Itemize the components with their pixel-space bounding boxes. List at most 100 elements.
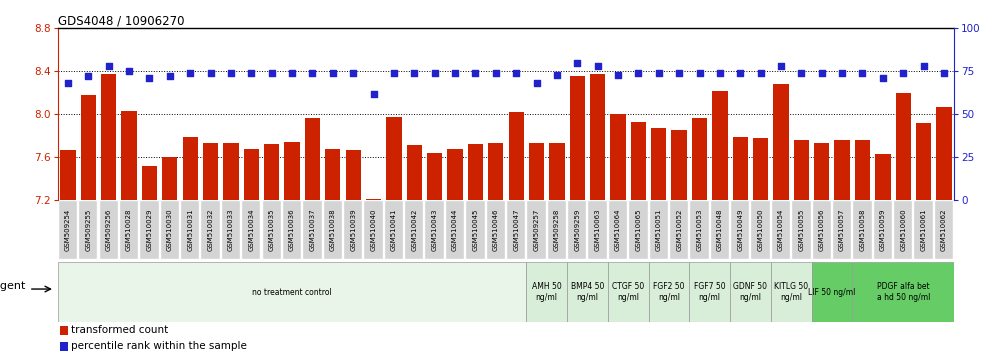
FancyBboxPatch shape xyxy=(201,201,220,259)
Text: GSM510039: GSM510039 xyxy=(351,209,357,251)
Text: GSM510043: GSM510043 xyxy=(431,209,437,251)
FancyBboxPatch shape xyxy=(324,201,342,259)
Text: GSM510060: GSM510060 xyxy=(900,209,906,251)
Bar xyxy=(509,112,524,200)
Text: GSM510062: GSM510062 xyxy=(941,209,947,251)
Bar xyxy=(366,199,381,200)
FancyBboxPatch shape xyxy=(527,201,546,259)
FancyBboxPatch shape xyxy=(894,201,912,259)
FancyBboxPatch shape xyxy=(303,201,322,259)
Bar xyxy=(671,130,687,200)
Point xyxy=(243,70,259,76)
FancyBboxPatch shape xyxy=(609,201,627,259)
Point xyxy=(570,60,586,65)
Point xyxy=(794,70,810,76)
FancyBboxPatch shape xyxy=(283,201,301,259)
Bar xyxy=(488,143,503,200)
Point xyxy=(386,70,402,76)
Bar xyxy=(285,142,300,200)
FancyBboxPatch shape xyxy=(222,201,240,259)
Text: CTGF 50
ng/ml: CTGF 50 ng/ml xyxy=(613,282,644,302)
FancyBboxPatch shape xyxy=(914,201,933,259)
Text: no treatment control: no treatment control xyxy=(252,287,332,297)
FancyBboxPatch shape xyxy=(935,201,953,259)
Bar xyxy=(244,149,259,200)
Bar xyxy=(264,144,279,200)
Bar xyxy=(611,114,625,200)
FancyBboxPatch shape xyxy=(59,201,77,259)
FancyBboxPatch shape xyxy=(648,262,689,322)
FancyBboxPatch shape xyxy=(690,201,709,259)
FancyBboxPatch shape xyxy=(425,201,444,259)
Text: GSM509257: GSM509257 xyxy=(534,209,540,251)
Text: GSM510035: GSM510035 xyxy=(269,209,275,251)
FancyBboxPatch shape xyxy=(731,201,749,259)
Text: GSM510042: GSM510042 xyxy=(411,209,417,251)
Text: GSM510053: GSM510053 xyxy=(696,209,702,251)
Point xyxy=(141,75,157,81)
Bar xyxy=(182,137,198,200)
Text: GSM509258: GSM509258 xyxy=(554,209,560,251)
FancyBboxPatch shape xyxy=(344,201,363,259)
Point xyxy=(467,70,483,76)
Text: GSM510032: GSM510032 xyxy=(207,209,213,251)
Bar xyxy=(406,145,422,200)
Bar xyxy=(386,118,401,200)
Text: AMH 50
ng/ml: AMH 50 ng/ml xyxy=(532,282,562,302)
Point xyxy=(122,68,137,74)
Text: GSM510048: GSM510048 xyxy=(717,209,723,251)
Text: KITLG 50
ng/ml: KITLG 50 ng/ml xyxy=(774,282,808,302)
Text: GSM510063: GSM510063 xyxy=(595,209,601,251)
Point xyxy=(508,70,524,76)
Text: GSM510037: GSM510037 xyxy=(310,209,316,251)
Point xyxy=(426,70,442,76)
FancyBboxPatch shape xyxy=(670,201,688,259)
Bar xyxy=(61,150,76,200)
Text: GSM509255: GSM509255 xyxy=(86,209,92,251)
FancyBboxPatch shape xyxy=(548,201,566,259)
Bar xyxy=(203,143,218,200)
Text: GSM509259: GSM509259 xyxy=(575,209,581,251)
Bar xyxy=(447,149,463,200)
Text: GSM509256: GSM509256 xyxy=(106,209,112,251)
FancyBboxPatch shape xyxy=(487,201,505,259)
Text: GSM510031: GSM510031 xyxy=(187,209,193,251)
FancyBboxPatch shape xyxy=(608,262,648,322)
Point xyxy=(182,70,198,76)
FancyBboxPatch shape xyxy=(526,262,567,322)
Text: GSM510052: GSM510052 xyxy=(676,209,682,251)
Text: GDS4048 / 10906270: GDS4048 / 10906270 xyxy=(58,14,184,27)
FancyBboxPatch shape xyxy=(853,262,954,322)
Bar xyxy=(692,119,707,200)
Point xyxy=(855,70,871,76)
FancyBboxPatch shape xyxy=(567,262,608,322)
Point xyxy=(874,75,890,81)
Text: GSM510034: GSM510034 xyxy=(248,209,254,251)
Point xyxy=(60,80,76,86)
Text: GSM510058: GSM510058 xyxy=(860,209,866,251)
FancyBboxPatch shape xyxy=(589,201,607,259)
Bar xyxy=(549,143,565,200)
Text: GSM510056: GSM510056 xyxy=(819,209,825,251)
Point xyxy=(590,63,606,69)
Bar xyxy=(895,93,911,200)
FancyBboxPatch shape xyxy=(242,201,261,259)
Bar xyxy=(60,326,68,335)
FancyBboxPatch shape xyxy=(772,201,790,259)
Text: GSM510050: GSM510050 xyxy=(758,209,764,251)
Text: GSM510046: GSM510046 xyxy=(493,209,499,251)
Point xyxy=(447,70,463,76)
Point xyxy=(835,70,851,76)
Text: GSM510051: GSM510051 xyxy=(655,209,661,251)
Bar xyxy=(794,140,809,200)
Text: GDNF 50
ng/ml: GDNF 50 ng/ml xyxy=(733,282,768,302)
FancyBboxPatch shape xyxy=(792,201,811,259)
Text: FGF2 50
ng/ml: FGF2 50 ng/ml xyxy=(653,282,684,302)
FancyBboxPatch shape xyxy=(873,201,892,259)
Point xyxy=(161,74,178,79)
Point xyxy=(691,70,707,76)
Bar xyxy=(916,123,931,200)
Text: PDGF alfa bet
a hd 50 ng/ml: PDGF alfa bet a hd 50 ng/ml xyxy=(876,282,930,302)
Point xyxy=(202,70,218,76)
FancyBboxPatch shape xyxy=(854,201,872,259)
